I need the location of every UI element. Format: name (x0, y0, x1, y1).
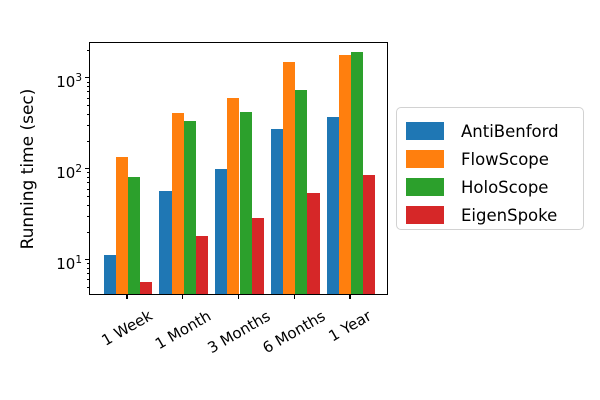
x-tick-label: 3 Months (204, 306, 273, 357)
y-tick-label: 102 (56, 162, 82, 182)
bar-flowscope-2 (171, 113, 184, 294)
x-tick-label: 1 Year (325, 306, 375, 346)
y-minor-tick (86, 263, 89, 265)
bar-flowscope-4 (283, 62, 296, 294)
y-tick-label: 103 (56, 71, 82, 91)
y-minor-tick (86, 268, 89, 270)
y-major-tick (85, 168, 89, 170)
legend-item-holoscope: HoloScope (406, 173, 573, 201)
bar-antibenford-4 (270, 128, 284, 294)
y-minor-tick (86, 172, 89, 174)
bar-flowscope-3 (227, 97, 240, 294)
y-minor-tick (86, 104, 89, 106)
legend-label: EigenSpoke (461, 205, 558, 225)
bar-antibenford-5 (326, 116, 339, 294)
bar-holoscope-4 (295, 89, 308, 294)
y-minor-tick (86, 215, 89, 217)
y-minor-tick (86, 49, 89, 51)
bar-holoscope-1 (128, 176, 141, 294)
y-minor-tick (86, 204, 89, 206)
legend-swatch (406, 206, 444, 224)
bar-holoscope-5 (351, 51, 364, 294)
legend-label: HoloScope (461, 177, 549, 197)
y-minor-tick (86, 279, 89, 281)
bar-flowscope-1 (115, 157, 128, 294)
bar-holoscope-2 (183, 120, 196, 294)
bar-eigenspoke-4 (307, 192, 320, 294)
bar-antibenford-2 (159, 191, 172, 294)
x-tick (293, 295, 295, 299)
y-major-tick (85, 259, 89, 261)
legend-item-flowscope: FlowScope (406, 145, 573, 173)
y-minor-tick (86, 124, 89, 126)
y-minor-tick (86, 140, 89, 142)
legend-item-antibenford: AntiBenford (406, 117, 573, 145)
legend-label: AntiBenford (461, 121, 559, 141)
bar-eigenspoke-3 (251, 218, 264, 294)
plot-area (89, 42, 388, 295)
legend-swatch (406, 150, 444, 168)
legend-item-eigenspoke: EigenSpoke (406, 201, 573, 229)
bar-eigenspoke-1 (140, 282, 153, 294)
x-tick-label: 6 Months (259, 306, 329, 357)
y-minor-tick (86, 188, 89, 190)
y-minor-tick (86, 81, 89, 83)
bar-antibenford-1 (103, 255, 116, 294)
y-minor-tick (86, 177, 89, 179)
x-tick (349, 295, 351, 299)
y-minor-tick (86, 182, 89, 184)
bar-antibenford-3 (215, 169, 228, 294)
legend-label: FlowScope (461, 149, 549, 169)
x-tick (126, 295, 128, 299)
x-tick-label: 1 Week (98, 306, 156, 350)
legend: AntiBenford FlowScope HoloScope EigenSpoke (396, 107, 584, 230)
bar-eigenspoke-5 (363, 175, 376, 294)
y-minor-tick (86, 86, 89, 88)
y-minor-tick (86, 286, 89, 288)
legend-swatch (406, 178, 444, 196)
y-major-tick (85, 77, 89, 79)
legend-swatch (406, 122, 444, 140)
bar-holoscope-3 (239, 111, 252, 294)
y-minor-tick (86, 273, 89, 275)
y-minor-tick (86, 195, 89, 197)
y-tick-label: 101 (56, 253, 82, 273)
x-tick-label: 1 Month (151, 306, 214, 353)
y-minor-tick (86, 231, 89, 233)
x-tick (237, 295, 240, 299)
y-minor-tick (86, 113, 89, 115)
y-minor-tick (86, 91, 89, 93)
bar-eigenspoke-2 (195, 235, 209, 294)
x-tick (182, 295, 184, 299)
bar-flowscope-5 (338, 55, 351, 294)
y-minor-tick (86, 97, 89, 99)
